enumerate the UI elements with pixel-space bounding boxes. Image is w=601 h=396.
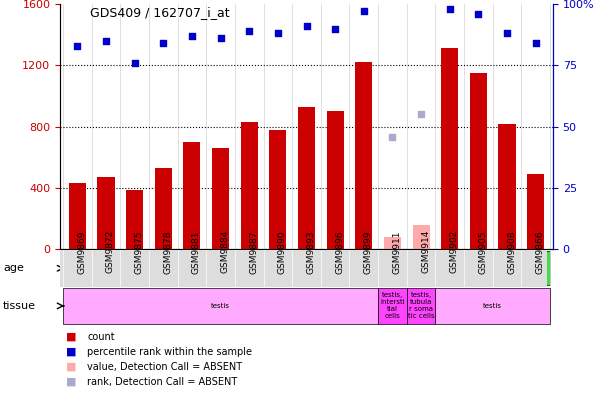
Text: GSM9893: GSM9893 (307, 230, 316, 274)
Bar (263, 251, 321, 285)
Point (216, 35, 225, 42)
Bar (149, 251, 206, 285)
Bar (527, 174, 545, 249)
Text: ■: ■ (66, 377, 76, 387)
Bar (355, 62, 373, 249)
Point (331, 25, 340, 32)
Text: GSM9887: GSM9887 (249, 230, 258, 274)
Text: 8 day: 8 day (222, 264, 248, 273)
Text: count: count (87, 331, 115, 342)
Text: GSM9884: GSM9884 (221, 230, 230, 274)
Text: GSM9905: GSM9905 (478, 230, 487, 274)
Text: GSM9902: GSM9902 (450, 230, 459, 274)
Text: testis,
tubula
r soma
tic cells: testis, tubula r soma tic cells (408, 292, 435, 320)
Text: ■: ■ (66, 362, 76, 372)
Text: GSM9890: GSM9890 (278, 230, 287, 274)
Point (445, 6, 454, 12)
Text: age: age (3, 263, 24, 273)
Bar (378, 251, 436, 285)
Bar (126, 190, 143, 249)
Text: 4 day: 4 day (165, 264, 190, 273)
Text: GSM9869: GSM9869 (78, 230, 87, 274)
Text: 14
day: 14 day (327, 259, 344, 278)
Point (245, 28, 254, 34)
Bar (240, 122, 258, 249)
Text: GSM9872: GSM9872 (106, 230, 115, 274)
Text: 11 day: 11 day (276, 264, 308, 273)
Text: 19 day: 19 day (391, 264, 423, 273)
Bar (321, 251, 350, 285)
Point (502, 30, 512, 36)
Text: 21
day: 21 day (442, 259, 458, 278)
Bar (498, 124, 516, 249)
Bar (412, 225, 430, 249)
Bar (470, 73, 487, 249)
Text: rank, Detection Call = ABSENT: rank, Detection Call = ABSENT (87, 377, 237, 387)
Text: 1 day: 1 day (93, 264, 118, 273)
Text: adult: adult (524, 264, 548, 273)
Text: value, Detection Call = ABSENT: value, Detection Call = ABSENT (87, 362, 242, 372)
Point (474, 11, 483, 17)
Bar (464, 251, 493, 285)
Text: testis: testis (483, 303, 502, 309)
Bar (493, 251, 522, 285)
Text: GSM9896: GSM9896 (335, 230, 344, 274)
Text: GSM9866: GSM9866 (535, 230, 545, 274)
Bar (384, 237, 401, 249)
Bar (154, 168, 172, 249)
Text: GSM9875: GSM9875 (135, 230, 144, 274)
Point (388, 133, 397, 140)
Text: percentile rank within the sample: percentile rank within the sample (87, 346, 252, 357)
Point (130, 60, 139, 66)
Point (101, 38, 111, 44)
Bar (436, 288, 550, 324)
Text: GSM9899: GSM9899 (364, 230, 373, 274)
Bar (97, 177, 115, 249)
Bar (183, 142, 201, 249)
Text: 29
day: 29 day (499, 259, 516, 278)
Bar (298, 107, 315, 249)
Text: 26
day: 26 day (470, 259, 487, 278)
Text: GDS409 / 162707_i_at: GDS409 / 162707_i_at (90, 6, 230, 19)
Text: GSM9908: GSM9908 (507, 230, 516, 274)
Bar (63, 288, 378, 324)
Point (73, 42, 82, 49)
Bar (69, 183, 86, 249)
Text: 18
day: 18 day (356, 259, 372, 278)
Point (531, 40, 540, 46)
Point (159, 40, 168, 46)
Bar (441, 48, 459, 249)
Bar (212, 148, 229, 249)
Point (187, 33, 197, 39)
Bar (407, 288, 436, 324)
Point (302, 23, 311, 29)
Bar (350, 251, 378, 285)
Text: tissue: tissue (3, 301, 36, 311)
Text: GSM9881: GSM9881 (192, 230, 201, 274)
Text: testis: testis (211, 303, 230, 309)
Bar (326, 111, 344, 249)
Bar (269, 130, 287, 249)
Text: testis,
intersti
tial
cells: testis, intersti tial cells (380, 292, 405, 320)
Bar (378, 288, 407, 324)
Text: ■: ■ (66, 346, 76, 357)
Bar (522, 251, 550, 285)
Bar (206, 251, 263, 285)
Point (273, 30, 282, 36)
Point (416, 111, 426, 118)
Bar (63, 251, 149, 285)
Text: ■: ■ (66, 331, 76, 342)
Text: GSM9878: GSM9878 (163, 230, 172, 274)
Text: GSM9914: GSM9914 (421, 230, 430, 274)
Bar (436, 251, 464, 285)
Point (359, 8, 368, 15)
Text: GSM9911: GSM9911 (392, 230, 401, 274)
